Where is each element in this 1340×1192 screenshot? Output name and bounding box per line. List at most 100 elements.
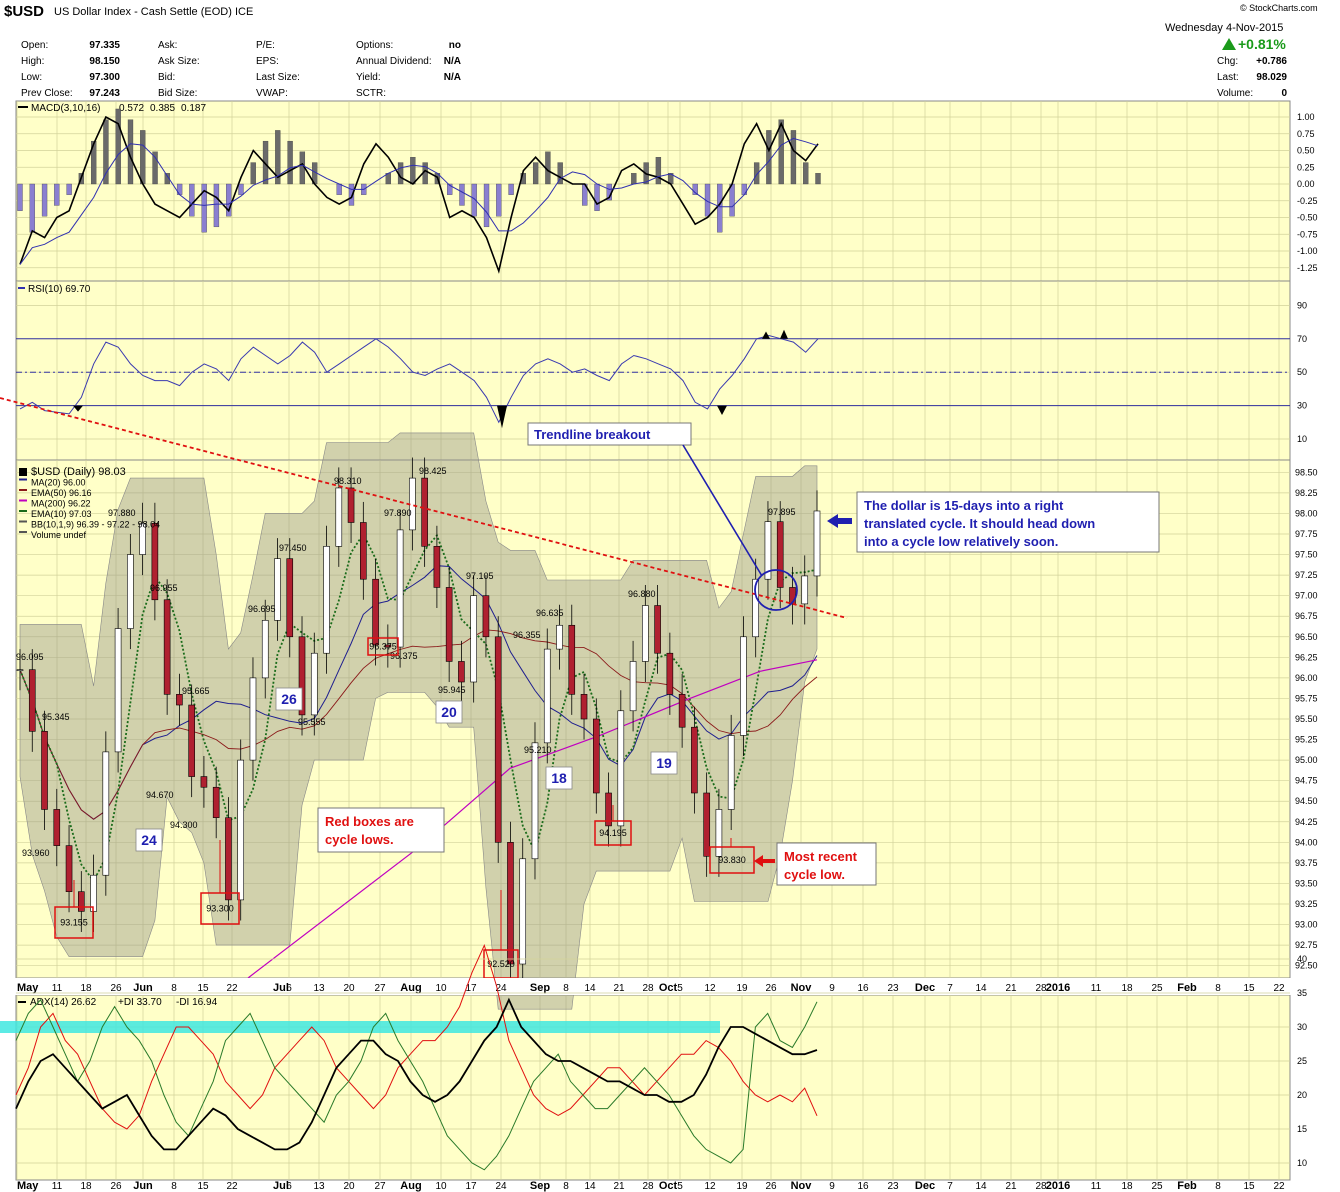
macd-tick-label: 1.00 bbox=[1297, 112, 1315, 122]
quote-label: Volume: bbox=[1217, 88, 1253, 99]
macd-value: 0.572 bbox=[119, 103, 144, 114]
x-axis-label: 16 bbox=[857, 983, 869, 994]
breakout-circle bbox=[754, 569, 798, 611]
price-label: 97.895 bbox=[768, 507, 796, 517]
x-axis-label: 25 bbox=[1151, 983, 1163, 994]
macd-histogram-bar bbox=[631, 173, 637, 185]
x-axis-label: 20 bbox=[343, 983, 355, 994]
x-axis-label: 21 bbox=[1005, 1181, 1017, 1192]
quote-value: N/A bbox=[444, 56, 461, 67]
quote-table: Open: 97.335 High: 98.150 Low: 97.300 Prev Clo… bbox=[21, 40, 1287, 99]
quote-value: no bbox=[449, 40, 461, 51]
x-axis-label: 11 bbox=[52, 983, 63, 994]
price-candle bbox=[16, 669, 24, 671]
price-candle bbox=[642, 605, 649, 662]
price-candle bbox=[654, 605, 661, 654]
cycle-low-label: 94.195 bbox=[599, 828, 627, 838]
price-candle bbox=[727, 735, 735, 810]
bollinger-band bbox=[19, 432, 818, 1010]
price-candle bbox=[225, 817, 232, 901]
cycle-count-box bbox=[435, 700, 463, 724]
quote-label: Open: bbox=[21, 40, 48, 51]
cycle-count-box bbox=[275, 687, 303, 711]
price-candle bbox=[323, 546, 330, 654]
price-label: 94.300 bbox=[170, 820, 198, 830]
macd-histogram-bar bbox=[66, 183, 72, 195]
macd-label: MACD(3,10,16) bbox=[31, 103, 100, 114]
price-tick-label: 94.50 bbox=[1295, 796, 1318, 806]
x-axis-label: 9 bbox=[829, 1181, 835, 1192]
price-candle bbox=[41, 731, 48, 810]
rsi-tick-label: 50 bbox=[1297, 367, 1307, 377]
price-label: 97.105 bbox=[466, 571, 494, 581]
macd-histogram-bar bbox=[471, 183, 477, 217]
quote-label: SCTR: bbox=[356, 88, 386, 99]
macd-signal-line bbox=[19, 137, 819, 265]
rsi-overbought-marker bbox=[762, 331, 770, 339]
adx-tick-label: 10 bbox=[1297, 1158, 1307, 1168]
price-candle bbox=[507, 842, 514, 965]
x-axis-label: 21 bbox=[1005, 983, 1017, 994]
macd-histogram-bar bbox=[250, 162, 256, 185]
macd-histogram-bar bbox=[532, 162, 539, 185]
x-axis-label: Jun bbox=[133, 1180, 153, 1192]
x-axis-label: 18 bbox=[80, 1181, 92, 1192]
price-label: 96.880 bbox=[628, 589, 656, 599]
adx-tick-label: 35 bbox=[1297, 988, 1307, 998]
cycle-low-box bbox=[709, 846, 755, 874]
price-label: 95.945 bbox=[438, 685, 466, 695]
price-tick-label: 94.75 bbox=[1295, 776, 1318, 786]
price-candle bbox=[360, 522, 367, 580]
quote-value: +0.786 bbox=[1256, 56, 1287, 67]
x-axis-label: 18 bbox=[80, 983, 92, 994]
macd-histogram-bar bbox=[496, 183, 502, 217]
quote-label: Bid Size: bbox=[158, 88, 197, 99]
macd-histogram-bar bbox=[447, 183, 453, 195]
red-boxes-callout-text: cycle lows. bbox=[325, 832, 394, 847]
x-axis-label: 23 bbox=[887, 983, 899, 994]
macd-histogram-bar bbox=[778, 119, 784, 185]
price-label: 97.880 bbox=[108, 508, 136, 518]
x-axis-label: 2016 bbox=[1046, 982, 1070, 994]
x-axis-label: Feb bbox=[1177, 982, 1197, 994]
x-axis-label: 25 bbox=[1151, 1181, 1163, 1192]
macd-histogram-bar bbox=[201, 183, 207, 233]
x-axis-label: Dec bbox=[915, 1180, 935, 1192]
macd-histogram-bar bbox=[29, 183, 35, 233]
price-tick-label: 97.25 bbox=[1295, 570, 1318, 580]
price-candle bbox=[151, 523, 159, 601]
x-axis-label: 8 bbox=[171, 1181, 177, 1192]
macd-tick-label: 0.00 bbox=[1297, 179, 1315, 189]
price-candle bbox=[310, 652, 318, 716]
dollar-note-callout bbox=[856, 491, 1160, 553]
x-axis-label: 19 bbox=[736, 983, 748, 994]
price-label: 95.210 bbox=[524, 745, 552, 755]
quote-value: 97.335 bbox=[89, 40, 120, 51]
x-axis-label: 26 bbox=[110, 1181, 122, 1192]
price-candle bbox=[556, 624, 563, 650]
adx-tick-label: 25 bbox=[1297, 1056, 1307, 1066]
price-candle bbox=[347, 487, 355, 523]
dollar-note-callout-text: translated cycle. It should head down bbox=[864, 516, 1095, 531]
x-axis-label: 15 bbox=[1243, 1181, 1255, 1192]
price-candle bbox=[298, 636, 306, 716]
price-label: 95.555 bbox=[298, 717, 326, 727]
x-axis-label: Jun bbox=[133, 982, 153, 994]
quote-label: Ask Size: bbox=[158, 56, 200, 67]
price-label: 94.670 bbox=[146, 790, 174, 800]
x-axis-label: 17 bbox=[465, 1181, 477, 1192]
x-axis-label: Sep bbox=[530, 982, 550, 994]
rsi-tick-label: 90 bbox=[1297, 300, 1307, 310]
x-axis-label: 23 bbox=[887, 1181, 899, 1192]
macd-histogram-bar bbox=[115, 108, 121, 185]
quote-value: N/A bbox=[444, 72, 461, 83]
cycle-low-label: 96.375 bbox=[369, 642, 397, 652]
x-axis-label: 7 bbox=[947, 983, 953, 994]
price-label: 97.890 bbox=[384, 508, 412, 518]
macd-histogram-bar bbox=[692, 183, 698, 195]
quote-value: 0 bbox=[1281, 88, 1287, 99]
symbol-description: US Dollar Index - Cash Settle (EOD) ICE bbox=[54, 6, 253, 18]
price-candle bbox=[372, 578, 379, 646]
price-candle bbox=[715, 809, 723, 857]
price-label: 96.355 bbox=[513, 630, 541, 640]
